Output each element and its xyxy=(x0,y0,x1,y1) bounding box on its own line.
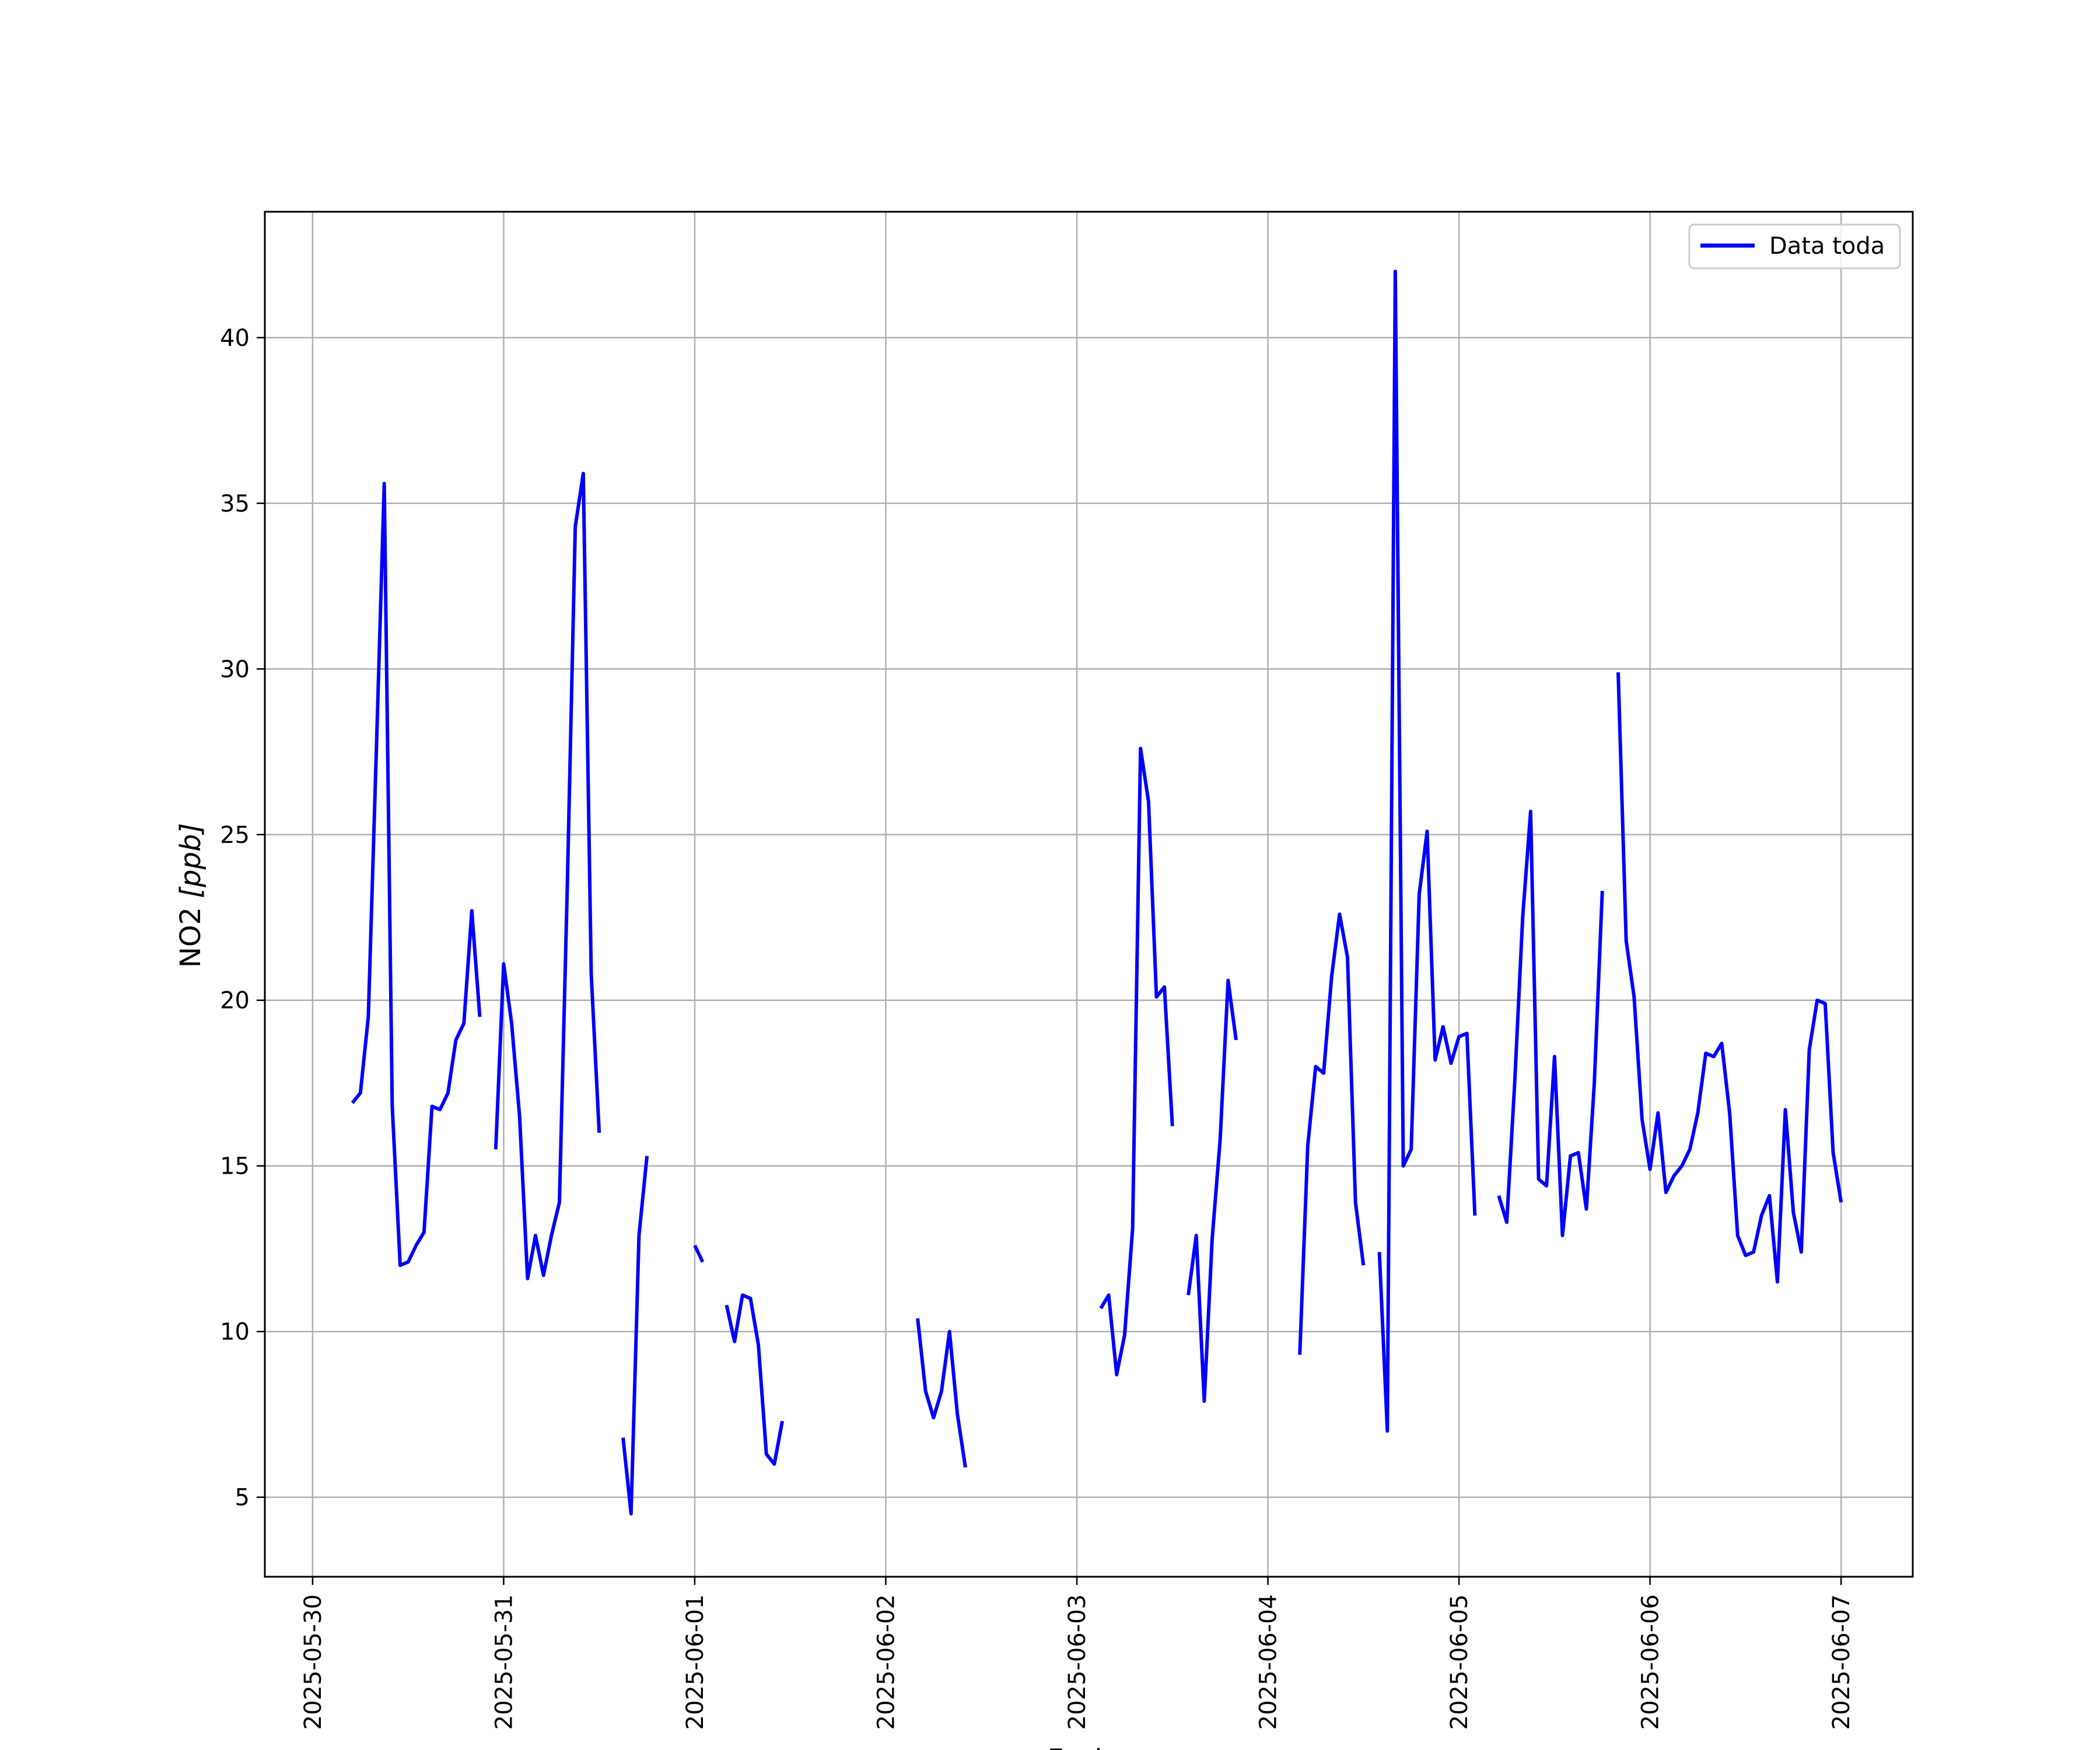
y-tick-label: 35 xyxy=(220,491,250,517)
series-line-segment xyxy=(494,471,601,1280)
y-tick-label: 5 xyxy=(235,1485,250,1511)
series-line-segment xyxy=(724,1293,785,1466)
series-line-segment xyxy=(1099,747,1174,1377)
series-line-segment xyxy=(916,1318,967,1468)
x-tick-label: 2025-06-02 xyxy=(873,1594,900,1730)
x-tick-label: 2025-05-31 xyxy=(491,1594,517,1730)
x-tick-label: 2025-06-07 xyxy=(1828,1594,1855,1730)
x-axis-label: Fecha xyxy=(1048,1744,1130,1750)
x-tick-label: 2025-06-03 xyxy=(1064,1594,1091,1730)
x-axis-ticks: 2025-05-30 2025-05-31 2025-06-01 2025-06-02… xyxy=(300,1577,1855,1730)
y-tick-label: 25 xyxy=(220,822,250,849)
y-tick-label: 15 xyxy=(220,1153,250,1180)
grid-lines xyxy=(265,212,1913,1577)
y-tick-label: 10 xyxy=(220,1319,250,1346)
y-tick-label: 20 xyxy=(220,988,250,1014)
x-tick-label: 2025-05-30 xyxy=(300,1594,327,1730)
series-lines xyxy=(351,270,1843,1516)
y-tick-label: 40 xyxy=(220,325,250,352)
series-line-segment xyxy=(693,1244,705,1263)
x-tick-label: 2025-06-05 xyxy=(1446,1594,1473,1730)
series-line-segment xyxy=(1616,672,1843,1284)
legend-label-data-toda: Data toda xyxy=(1769,233,1885,260)
y-axis-label: NO2 [ppb] xyxy=(174,823,207,968)
y-axis-ticks: 5 10 15 20 25 30 35 40 xyxy=(220,325,265,1511)
y-axis-label-unit: [ppb] xyxy=(174,823,207,898)
legend: Data toda xyxy=(1688,223,1901,270)
plot-frame xyxy=(264,211,1914,1578)
series-line-segment xyxy=(1298,912,1366,1355)
x-tick-label: 2025-06-06 xyxy=(1637,1594,1664,1730)
y-tick-label: 30 xyxy=(220,656,250,683)
series-line-segment xyxy=(351,481,482,1268)
legend-box xyxy=(1688,223,1901,270)
series-line-segment xyxy=(1377,270,1477,1433)
series-line-segment xyxy=(621,1156,649,1516)
y-axis-label-text: NO2 xyxy=(174,898,207,968)
x-tick-label: 2025-06-04 xyxy=(1255,1594,1282,1730)
series-line-segment xyxy=(1186,978,1238,1403)
series-line-segment xyxy=(1497,810,1604,1237)
x-tick-label: 2025-06-01 xyxy=(682,1594,709,1730)
